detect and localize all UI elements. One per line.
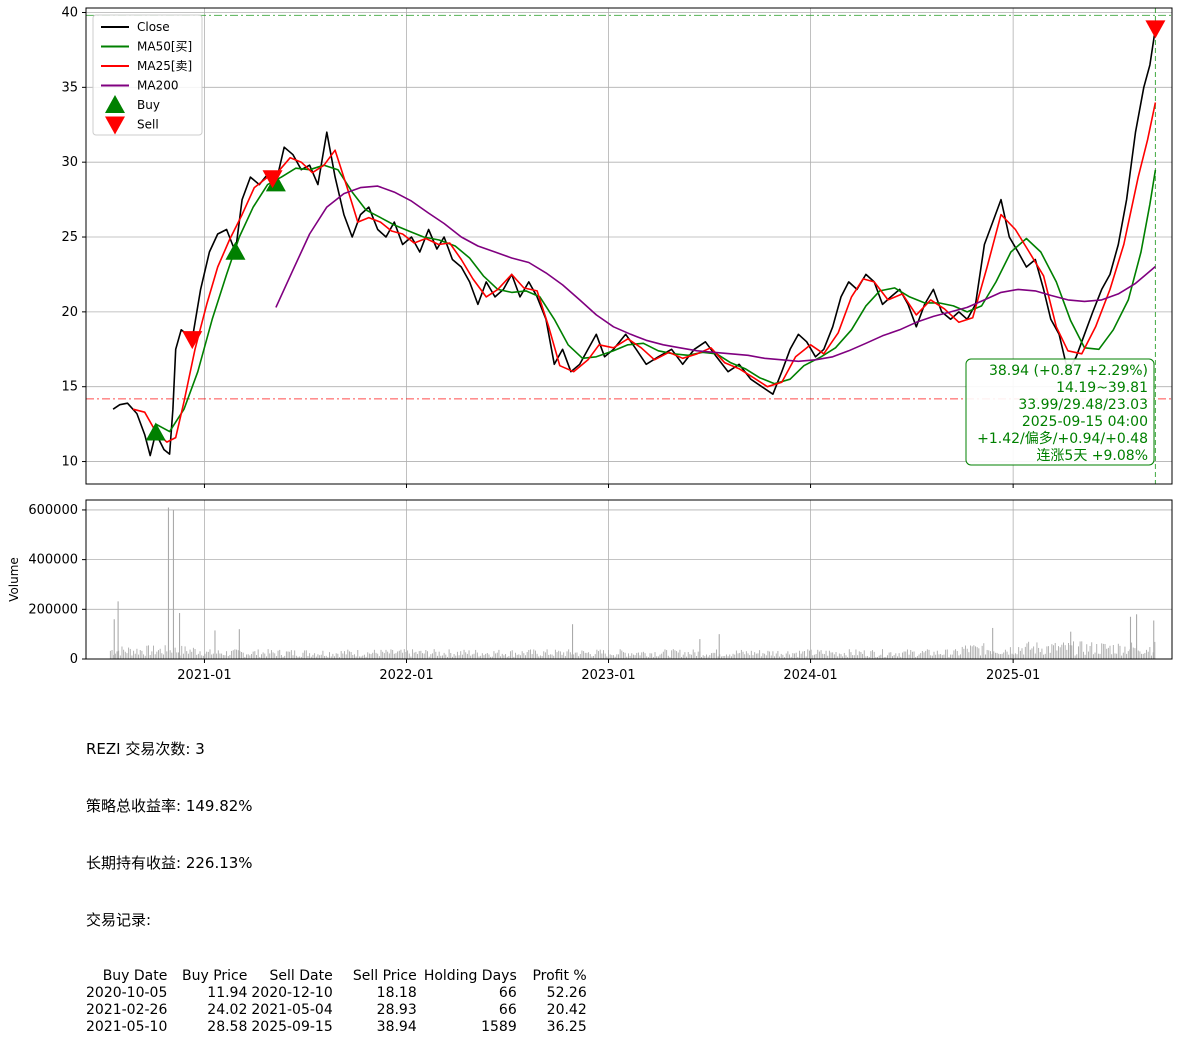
info-box-line: 14.19~39.81 (1056, 380, 1148, 396)
trade-row: 2021-02-26 24.02 2021-05-04 28.93 66 20.… (86, 1002, 591, 1019)
x-tick-label: 2024-01 (783, 668, 837, 683)
legend-label: Buy (137, 98, 160, 112)
volume-plot-area (86, 500, 1172, 659)
price-ytick-label: 10 (61, 455, 78, 470)
info-box-line: 33.99/29.48/23.03 (1018, 397, 1148, 413)
trade-sell-date: 2020-12-10 (251, 985, 333, 1001)
trade-sell-date: 2025-09-15 (251, 1019, 333, 1035)
price-grid (86, 8, 1172, 484)
trade-profit: 20.42 (546, 1002, 587, 1018)
stock-chart: 10 15 20 25 30 35 40 Close MA50[买] MA25[卖] MA200 Bu… (7, 5, 1173, 683)
header-sell-price: Sell Price (352, 968, 417, 984)
legend-label: Close (137, 20, 170, 34)
trade-profit: 52.26 (546, 985, 587, 1001)
trade-row: 2021-05-10 28.58 2025-09-15 38.94 1589 3… (86, 1019, 591, 1036)
trade-buy-date: 2021-05-10 (86, 1019, 168, 1035)
trade-buy-price: 11.94 (207, 985, 248, 1001)
buy-marker (225, 241, 246, 260)
price-ytick-label: 30 (61, 155, 78, 170)
info-box-line: +1.42/偏多/+0.94/+0.48 (977, 430, 1148, 447)
trade-sell-price: 18.18 (376, 985, 417, 1001)
x-tick-label: 2025-01 (986, 668, 1040, 683)
legend-label: Sell (137, 118, 159, 132)
header-profit: Profit % (532, 968, 587, 984)
trade-sell-price: 38.94 (376, 1019, 417, 1035)
header-sell-date: Sell Date (269, 968, 333, 984)
ma25-line (132, 102, 1157, 443)
header-holding-days: Holding Days (423, 968, 517, 984)
price-ytick-label: 25 (61, 230, 78, 245)
x-tick-label: 2023-01 (581, 668, 635, 683)
info-box-frame (965, 358, 1155, 466)
trade-holding-days: 1589 (481, 1019, 517, 1035)
report-trades-title: 交易记录: (86, 911, 152, 929)
price-ytick-label: 35 (61, 80, 78, 95)
x-tick-label: 2021-01 (177, 668, 231, 683)
x-tick-label: 2022-01 (379, 668, 433, 683)
report-trade-count: REZI 交易次数: 3 (86, 740, 205, 758)
legend-label: MA25[卖] (137, 59, 192, 73)
trade-report: REZI 交易次数: 3 策略总收益率: 149.82% 长期持有收益: 226… (86, 702, 591, 1055)
trade-row: 2020-10-05 11.94 2020-12-10 18.18 66 52.… (86, 985, 591, 1002)
trade-table: Buy Date Buy Price Sell Date Sell Price … (86, 968, 591, 1036)
sell-marker (1145, 20, 1166, 39)
trade-holding-days: 66 (498, 985, 517, 1001)
price-ytick-label: 20 (61, 305, 78, 320)
trade-buy-price: 28.58 (207, 1019, 248, 1035)
trade-sell-price: 28.93 (376, 1002, 417, 1018)
volume-axis-label: Volume (7, 557, 21, 602)
report-strategy-return: 策略总收益率: 149.82% (86, 797, 253, 815)
buy-marker (265, 173, 286, 192)
sell-marker (262, 170, 283, 189)
legend: Close MA50[买] MA25[卖] MA200 Buy Sell (92, 14, 203, 136)
legend-label: MA50[买] (137, 40, 192, 54)
trade-profit: 36.25 (546, 1019, 587, 1035)
volume-ytick-label: 400000 (28, 553, 78, 568)
trade-table-header: Buy Date Buy Price Sell Date Sell Price … (86, 968, 591, 985)
info-box-line: 连涨5天 +9.08% (1036, 448, 1148, 464)
info-box: 38.94 (+0.87 +2.29%)14.19~39.8133.99/29.… (965, 358, 1155, 466)
volume-ytick-label: 200000 (28, 602, 78, 617)
trade-holding-days: 66 (498, 1002, 517, 1018)
volume-bars (109, 507, 1156, 659)
volume-panel: 0 200000 400000 600000 2021-01 2022-01 2023-01… (7, 499, 1173, 683)
trade-buy-price: 24.02 (207, 1002, 248, 1018)
info-box-line: 2025-09-15 04:00 (1022, 414, 1148, 430)
header-buy-price: Buy Price (182, 968, 248, 984)
trade-sell-date: 2021-05-04 (251, 1002, 333, 1018)
legend-sell-marker (105, 116, 125, 135)
legend-buy-marker (105, 95, 125, 113)
volume-axes-frame (85, 499, 1173, 660)
trade-buy-date: 2021-02-26 (86, 1002, 168, 1018)
price-panel: 10 15 20 25 30 35 40 Close MA50[买] MA25[卖] MA200 Bu… (61, 5, 1173, 488)
legend-label: MA200 (137, 79, 178, 93)
volume-ytick-label: 0 (70, 652, 78, 667)
ma200-line (275, 185, 1156, 363)
ma50-line (155, 164, 1157, 433)
trade-buy-date: 2020-10-05 (86, 985, 168, 1001)
price-ytick-label: 15 (61, 380, 78, 395)
info-box-line: 38.94 (+0.87 +2.29%) (989, 363, 1148, 379)
price-ytick-label: 40 (61, 5, 78, 20)
sell-marker (182, 331, 203, 350)
volume-ytick-label: 600000 (28, 503, 78, 518)
buy-marker (145, 422, 166, 441)
header-buy-date: Buy Date (102, 968, 168, 984)
price-axes-frame (85, 7, 1173, 485)
